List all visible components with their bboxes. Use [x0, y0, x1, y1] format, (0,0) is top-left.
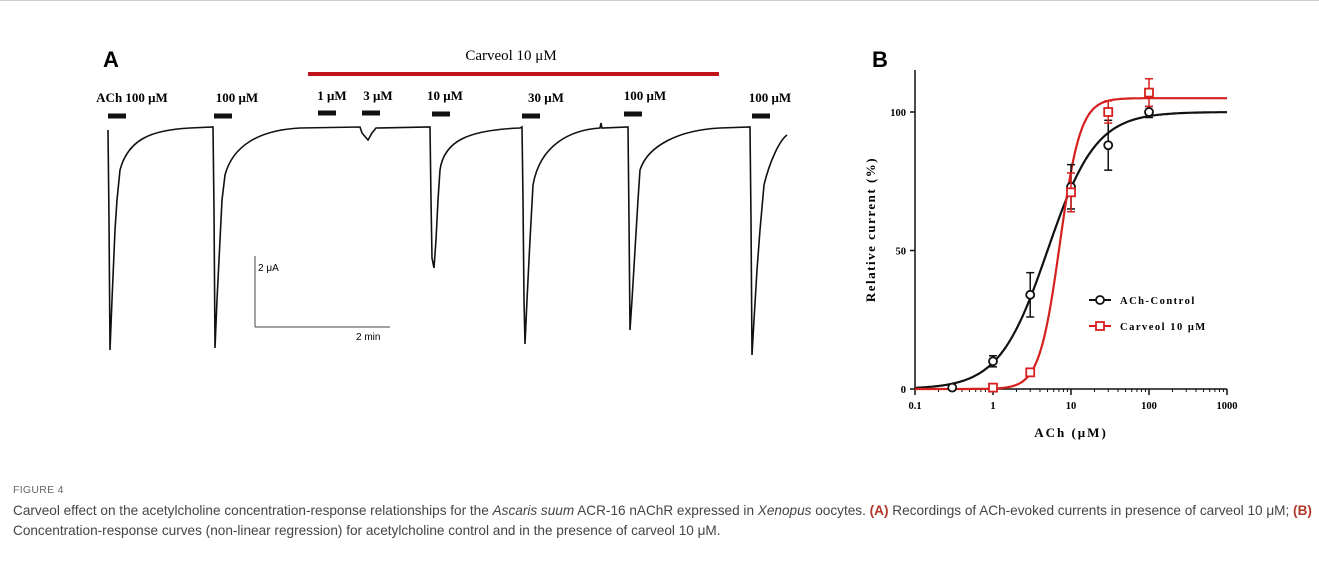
- scale-current-label: 2 μA: [258, 263, 279, 274]
- app-label-6: 30 μM: [528, 90, 564, 105]
- caption-part: Concentration-response curves (non-linea…: [13, 523, 721, 538]
- ach-application-bars: [108, 110, 770, 119]
- y-tick-label: 100: [890, 108, 906, 119]
- data-point-1: [1103, 107, 1114, 117]
- scale-bar: 2 μA 2 min: [254, 256, 390, 343]
- caption-part: oocytes.: [811, 503, 870, 518]
- x-axis-label: ACh (μM): [1034, 425, 1108, 440]
- data-points: [947, 78, 1154, 393]
- caption-host: Xenopus: [757, 503, 812, 518]
- x-tick-label: 100: [1141, 401, 1157, 412]
- data-point-0: [988, 356, 998, 367]
- caption-part: Carveol effect on the acetylcholine conc…: [13, 503, 493, 518]
- app-label-7: 100 μM: [624, 88, 666, 103]
- caption-part: ACR-16 nAChR expressed in: [574, 503, 758, 518]
- caption-text: Carveol effect on the acetylcholine conc…: [13, 501, 1313, 541]
- caption-ref-a: (A): [869, 503, 889, 518]
- app-label-4: 3 μM: [363, 88, 392, 103]
- x-tick-label: 0.1: [908, 401, 921, 412]
- y-tick-label: 0: [901, 385, 906, 396]
- top-divider: [0, 0, 1319, 1]
- figure-caption: FIGURE 4 Carveol effect on the acetylcho…: [13, 484, 1313, 541]
- x-tick-label: 10: [1066, 401, 1077, 412]
- app-label-5: 10 μM: [427, 88, 463, 103]
- data-point-0: [1144, 107, 1154, 117]
- data-point-0: [1103, 140, 1114, 151]
- ach-application-labels: ACh 100 μM 100 μM 1 μM 3 μM 10 μM 30 μM …: [96, 88, 791, 105]
- panel-b: B Relative current (%) ACh (μM) 0 50 100 0.…: [863, 47, 1238, 440]
- caption-ref-b: (B): [1293, 503, 1312, 518]
- legend-carveol-marker: [1095, 321, 1105, 331]
- panel-a: A Carveol 10 μM ACh 100 μM 100 μM 1 μM 3…: [96, 47, 791, 356]
- x-tick-label: 1000: [1217, 401, 1238, 412]
- app-label-2: 100 μM: [216, 90, 258, 105]
- data-point-1: [988, 382, 998, 393]
- data-point-0: [947, 382, 958, 393]
- legend-control-label: ACh-Control: [1120, 296, 1196, 307]
- chart-axes: 0 50 100 0.1 1 10 100 1000: [890, 70, 1238, 412]
- data-point-1: [1066, 187, 1076, 198]
- y-axis-label: Relative current (%): [863, 157, 878, 302]
- x-tick-label: 1: [990, 401, 995, 412]
- data-point-1: [1025, 367, 1036, 378]
- panel-b-letter: B: [872, 47, 888, 72]
- legend-carveol-label: Carveol 10 μM: [1120, 322, 1207, 333]
- app-label-1: ACh 100 μM: [96, 90, 168, 105]
- carveol-label: Carveol 10 μM: [465, 48, 556, 64]
- data-point-1: [1144, 87, 1154, 98]
- current-trace: [107, 122, 788, 356]
- data-point-0: [1025, 289, 1036, 300]
- y-tick-label: 50: [896, 247, 907, 258]
- scale-time-label: 2 min: [356, 332, 380, 343]
- chart-legend: ACh-Control Carveol 10 μM: [1089, 295, 1207, 333]
- fit-curve-1: [915, 97, 1227, 391]
- legend-control-marker: [1095, 295, 1105, 305]
- fit-curve-0: [915, 111, 1227, 389]
- app-label-8: 100 μM: [749, 90, 791, 105]
- figure-label: FIGURE 4: [13, 484, 64, 496]
- caption-part: Recordings of ACh-evoked currents in pre…: [888, 503, 1294, 518]
- panel-a-letter: A: [103, 47, 119, 72]
- caption-species: Ascaris suum: [492, 503, 575, 518]
- app-label-3: 1 μM: [317, 88, 346, 103]
- fit-curves: [915, 97, 1227, 391]
